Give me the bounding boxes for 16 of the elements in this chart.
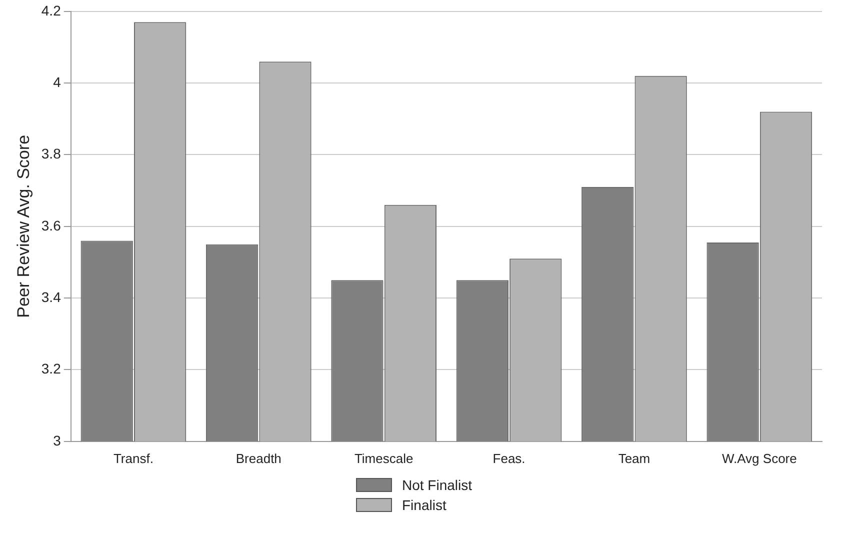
legend-label: Finalist <box>402 497 446 513</box>
x-tick-label: Transf. <box>113 450 154 466</box>
y-tick-label: 3 <box>53 432 62 448</box>
y-tick-label: 4.2 <box>41 2 62 18</box>
y-axis-title: Peer Review Avg. Score <box>14 134 33 318</box>
x-tick-label: Breadth <box>236 450 282 466</box>
x-tick-label: W.Avg Score <box>722 450 797 466</box>
x-tick-label: Feas. <box>492 450 526 466</box>
y-tick-label: 3.6 <box>41 217 62 234</box>
x-tick-label: Team <box>618 450 650 466</box>
y-tick-label: 3.4 <box>41 288 62 305</box>
y-tick-label: 4 <box>53 74 62 90</box>
y-tick-label: 3.8 <box>41 146 62 162</box>
y-tick-label: 3.2 <box>41 360 62 377</box>
legend-label: Not Finalist <box>402 477 472 493</box>
x-tick-label: Timescale <box>354 450 414 466</box>
